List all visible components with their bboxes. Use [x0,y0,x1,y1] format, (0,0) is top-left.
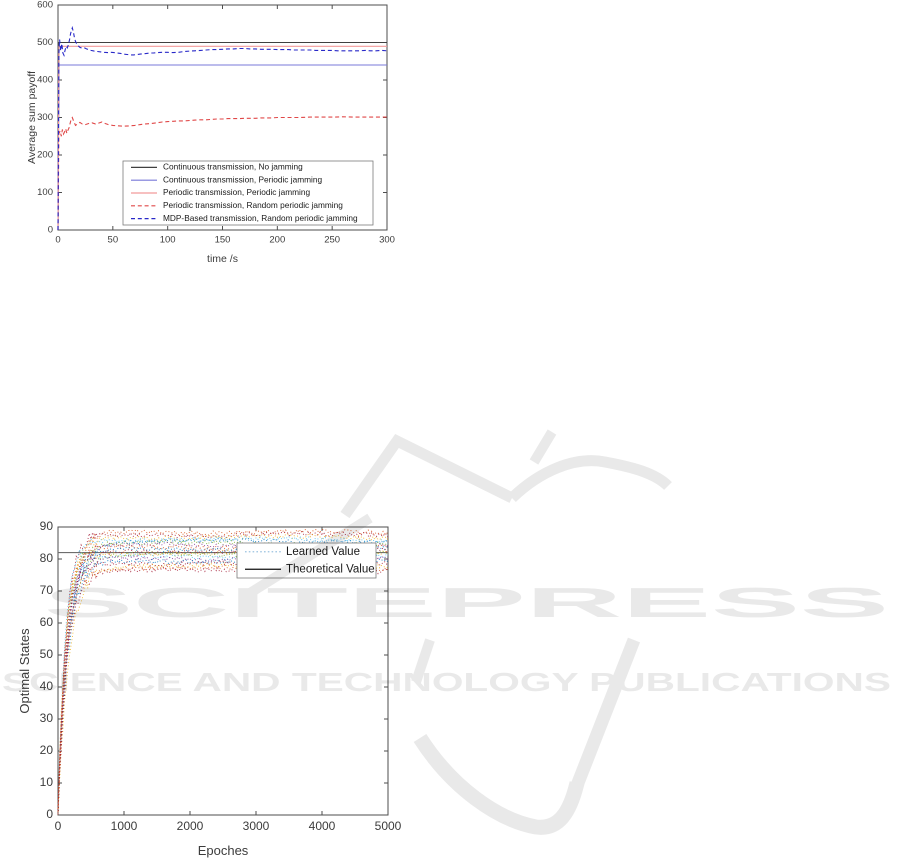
y-tick-label: 500 [37,37,53,48]
learned-curve-6 [57,541,389,815]
payoff-legend [122,160,374,226]
learned-curve-2 [57,533,389,815]
x-tick-label: 0 [55,234,60,245]
legend-entry-label: Periodic transmission, Random periodic j… [163,200,343,210]
y-tick-label: 40 [40,679,54,693]
learned-curve-7 [57,543,389,813]
learned-curve-11 [57,550,389,815]
x-tick-label: 300 [379,234,395,245]
x-axis-label: time /s [207,253,238,265]
learned-curve-17 [57,564,389,813]
learned-curve-8 [57,545,389,815]
y-tick-label: 80 [40,551,54,565]
axes-box [57,526,389,816]
learned-curve-14 [57,556,389,815]
legend-entry-label: Continuous transmission, No jamming [163,162,303,172]
learned-curve-15 [57,559,389,815]
learned-curve-0 [57,528,389,812]
y-tick-label: 60 [40,615,54,629]
y-tick-label: 0 [46,807,53,821]
learned-curve-18 [57,566,389,815]
y-tick-label: 0 [48,225,53,236]
y-axis-label: Optimal States [17,628,32,714]
x-tick-label: 200 [269,234,285,245]
y-tick-label: 10 [40,775,54,789]
learned-curve-10 [57,548,389,815]
learned-curve-9 [57,547,389,815]
learned-curve-1 [57,530,389,810]
legend-entry-label: MDP-Based transmission, Random periodic … [163,213,358,223]
x-tick-label: 100 [160,234,176,245]
x-tick-label: 50 [108,234,119,245]
learned-curve-4 [57,537,389,815]
series-4 [57,25,388,231]
learned-curve-13 [57,554,389,815]
y-tick-label: 50 [40,647,54,661]
learned-curve-16 [57,561,389,815]
learned-curve-5 [57,538,389,815]
y-tick-label: 30 [40,711,54,725]
y-tick-label: 20 [40,743,54,757]
x-tick-label: 1000 [111,819,138,833]
x-tick-label: 0 [55,819,62,833]
legend-entry-label: Periodic transmission, Periodic jamming [163,187,310,197]
legend-entry-label: Continuous transmission, Periodic jammin… [163,174,322,184]
legend-entry-label: Theoretical Value [286,563,375,575]
learned-curve-12 [57,551,389,815]
y-tick-label: 70 [40,583,54,597]
y-tick-label: 300 [37,112,53,123]
y-tick-label: 100 [37,187,53,198]
x-tick-label: 150 [215,234,231,245]
y-axis-label: Average sum payoff [26,71,38,164]
series-3 [57,116,387,231]
legend-entry-label: Learned Value [286,546,360,558]
x-tick-label: 3000 [243,819,270,833]
x-tick-label: 250 [324,234,340,245]
x-tick-label: 2000 [177,819,204,833]
y-tick-label: 400 [37,75,53,86]
x-axis-label: Epoches [198,843,249,858]
x-tick-label: 4000 [309,819,336,833]
y-tick-label: 600 [37,0,53,11]
y-tick-label: 90 [40,519,54,533]
y-tick-label: 200 [37,150,53,161]
x-tick-label: 5000 [375,819,402,833]
